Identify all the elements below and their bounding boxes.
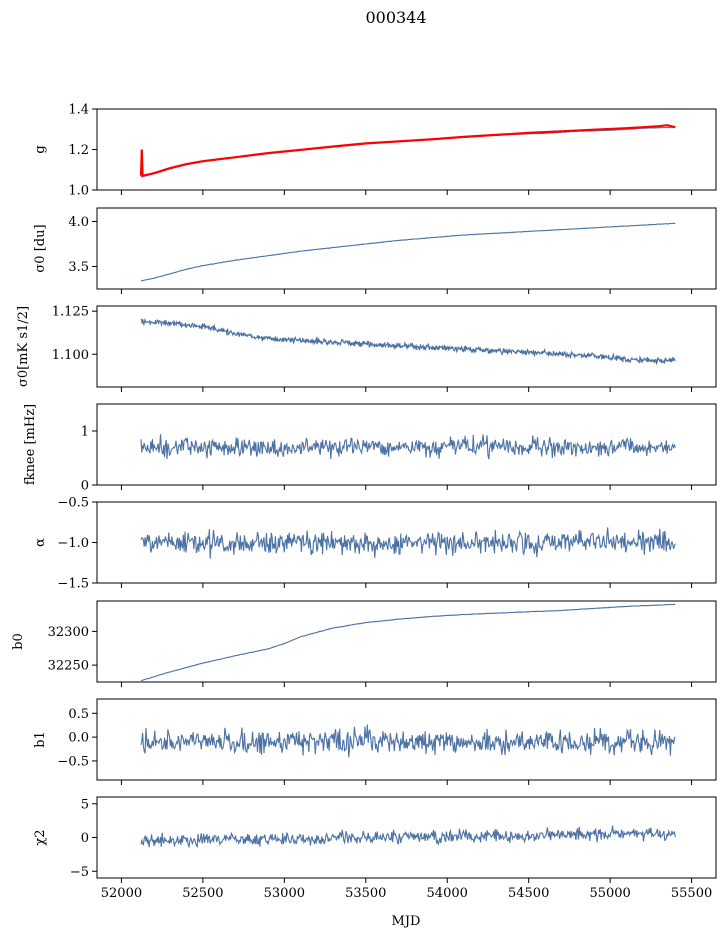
panel-8-ytick-label-3: 5 [81, 797, 89, 812]
panel-7: −0.5 0.0 0.5 b1 [33, 698, 717, 785]
panel-7-lines [140, 724, 676, 758]
panel-4-ylabel: fknee [mHz] [23, 404, 38, 485]
panel-6-lines [140, 603, 676, 682]
panel-7-frame [96, 698, 717, 781]
panel-5-lines [140, 527, 676, 559]
x-tick-label-4: 53500 [345, 886, 386, 901]
panel-2-series-1 [140, 222, 676, 282]
panel-7-series-1 [140, 724, 676, 758]
panel-3-lines [140, 317, 676, 366]
panel-1-ytick-label-2: 1.2 [68, 143, 89, 158]
panel-1-highlight-series [139, 124, 676, 178]
panel-5-ytick-label-3: −0.5 [57, 496, 89, 511]
panel-8-ylabel: χ2 [33, 829, 48, 845]
panel-3-series-1 [140, 317, 676, 366]
panel-2: 3.5 4.0 σ0 [du] [33, 207, 717, 294]
panel-1-ytick-label-3: 1.4 [68, 103, 89, 118]
panel-8: −5 0 5 52000 52500 53000 53500 54000 54500 55000 5… [33, 796, 717, 901]
panel-2-frame [96, 207, 717, 290]
panel-2-ylabel: σ0 [du] [33, 224, 48, 272]
panel-4-ytick-label-1: 0 [81, 479, 89, 494]
panel-2-ytick-label-1: 3.5 [68, 260, 89, 275]
panel-8-lines [140, 825, 676, 849]
panel-4: 0 1 fknee [mHz] [23, 403, 717, 494]
panel-4-series-1 [140, 434, 676, 460]
panel-6-series-1 [140, 603, 676, 682]
panel-6: 32250 32300 b0 [11, 600, 717, 687]
panel-6-frame [96, 600, 717, 683]
x-tick-label-5: 54000 [427, 886, 468, 901]
panel-1-lines [139, 124, 676, 178]
chart-title: 000344 [365, 8, 426, 27]
x-tick-label-7: 55000 [589, 886, 630, 901]
x-axis-label: MJD [392, 914, 421, 929]
panel-3-frame [96, 305, 717, 388]
panel-2-ytick-label-2: 4.0 [68, 215, 89, 230]
panel-4-lines [140, 434, 676, 460]
panel-5: −1.5 −1.0 −0.5 α [33, 496, 717, 592]
panel-8-series-1 [140, 825, 676, 849]
panel-1: 1.0 1.2 1.4 g [33, 103, 717, 199]
panel-1-ylabel: g [33, 145, 48, 153]
panel-3-ytick-label-2: 1.125 [52, 305, 89, 320]
panel-5-ytick-label-1: −1.5 [57, 577, 89, 592]
x-tick-label-6: 54500 [508, 886, 549, 901]
panel-5-ytick-label-2: −1.0 [57, 536, 89, 551]
panel-4-ytick-label-2: 1 [81, 425, 89, 440]
panel-7-ytick-label-2: 0.0 [68, 731, 89, 746]
panel-4-frame [96, 403, 717, 486]
panel-6-ylabel: b0 [11, 633, 26, 650]
panel-3-ylabel: σ0[mK s1/2] [16, 306, 31, 387]
panels-group: 1.0 1.2 1.4 g 3.5 4.0 σ0 [du] 1.100 1.125 σ0[mK s… [11, 103, 717, 901]
panel-3: 1.100 1.125 σ0[mK s1/2] [16, 305, 717, 392]
x-tick-label-8: 55500 [671, 886, 712, 901]
panel-8-ytick-label-2: 0 [81, 831, 89, 846]
panel-7-ylabel: b1 [33, 731, 48, 748]
x-tick-label-2: 52500 [182, 886, 223, 901]
panel-1-ytick-label-1: 1.0 [68, 184, 89, 199]
panel-1-frame [96, 108, 717, 191]
panel-2-lines [140, 222, 676, 282]
panel-1-series-1 [141, 126, 676, 178]
panel-6-ytick-label-1: 32250 [48, 659, 89, 674]
panel-6-ytick-label-2: 32300 [48, 625, 89, 640]
panel-7-ytick-label-1: −0.5 [57, 754, 89, 769]
x-tick-label-3: 53000 [264, 886, 305, 901]
panel-5-ylabel: α [33, 538, 48, 547]
x-tick-label-1: 52000 [101, 886, 142, 901]
panel-7-ytick-label-3: 0.5 [68, 707, 89, 722]
panel-3-ytick-label-1: 1.100 [52, 348, 89, 363]
panel-8-ytick-label-1: −5 [70, 865, 89, 880]
panel-5-series-1 [140, 527, 676, 559]
